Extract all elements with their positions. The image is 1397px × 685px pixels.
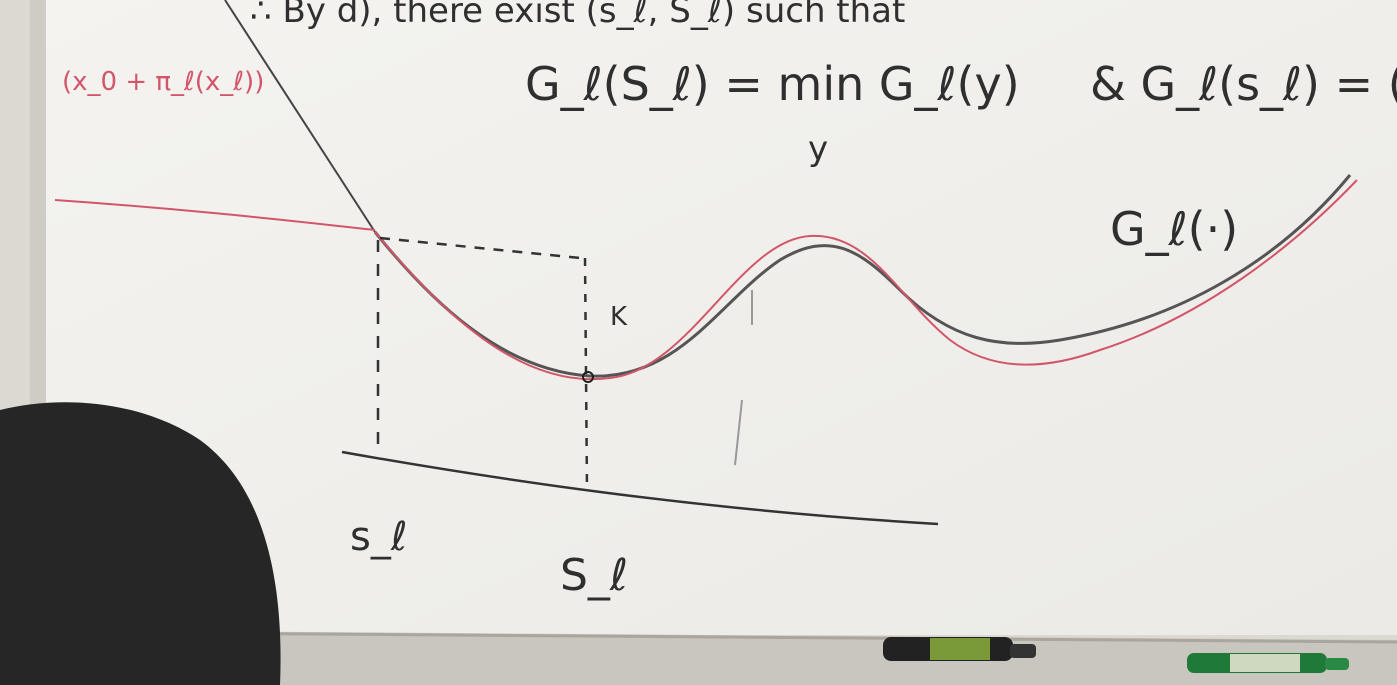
axis-line bbox=[341, 450, 939, 526]
red-line bbox=[54, 199, 376, 231]
min-subscript: y bbox=[808, 129, 828, 169]
axis-label: S_ℓ bbox=[560, 550, 628, 601]
tangent-line bbox=[224, 0, 376, 233]
red-note: (x_0 + π_ℓ(x_ℓ)) bbox=[62, 67, 264, 97]
black-curve bbox=[373, 174, 1352, 378]
dashed-right bbox=[583, 257, 589, 491]
dashed-horizontal bbox=[379, 236, 581, 260]
curve-label: G_ℓ(·) bbox=[1110, 202, 1238, 256]
faint-marks bbox=[734, 290, 753, 466]
board-surface bbox=[46, 0, 1397, 635]
green-marker bbox=[1187, 653, 1349, 673]
equation-left: G_ℓ(S_ℓ) = min G_ℓ(y) bbox=[525, 57, 1020, 111]
point-label: K bbox=[610, 302, 628, 332]
red-curve bbox=[374, 179, 1358, 381]
person-head bbox=[0, 402, 281, 685]
minimum-point bbox=[582, 371, 594, 383]
axis-label: s_ℓ bbox=[350, 514, 407, 560]
black-marker bbox=[883, 637, 1036, 661]
marker-tray bbox=[40, 630, 1397, 685]
equation-right: & G_ℓ(s_ℓ) = ( bbox=[1090, 57, 1397, 111]
top-line: ∴ By d), there exist (s_ℓ, S_ℓ) such tha… bbox=[250, 0, 905, 31]
